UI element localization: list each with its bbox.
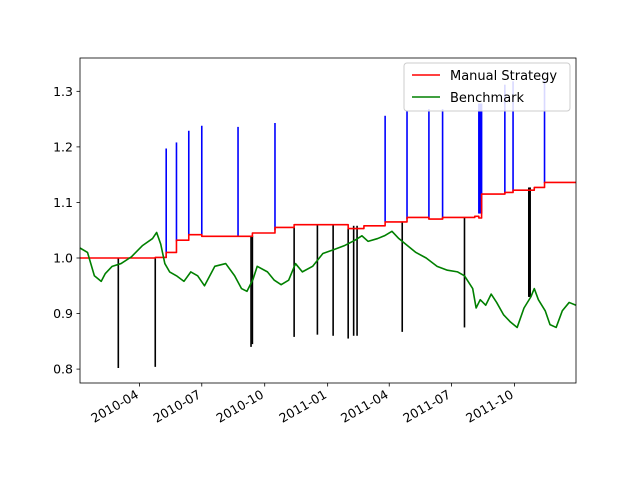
x-tick-label: 2011-01 <box>276 387 329 426</box>
legend-label-benchmark: Benchmark <box>450 91 525 106</box>
x-tick-label: 2011-04 <box>338 387 391 426</box>
y-tick-label: 1.0 <box>53 251 73 266</box>
x-tick-label: 2011-07 <box>400 387 453 426</box>
y-tick-label: 0.8 <box>53 362 73 377</box>
series-lines <box>79 181 577 329</box>
x-tick-label: 2011-10 <box>463 387 516 426</box>
x-tick-label: 2010-10 <box>213 387 266 426</box>
series-line-benchmark <box>79 230 577 329</box>
y-tick-label: 1.3 <box>53 84 73 99</box>
y-axis: 0.8 0.9 1.0 1.1 1.2 1.3 <box>53 84 80 377</box>
y-tick-label: 0.9 <box>53 306 73 321</box>
x-axis: 2010-04 2010-07 2010-10 2011-01 2011-04 2011-… <box>88 383 516 426</box>
x-tick-label: 2010-07 <box>151 387 204 426</box>
y-tick-label: 1.2 <box>53 139 73 154</box>
legend-box <box>403 62 571 112</box>
x-tick-label: 2010-04 <box>88 387 141 426</box>
legend-label-manual-strategy: Manual Strategy <box>450 69 557 84</box>
legend: Manual Strategy Benchmark <box>403 62 571 112</box>
signal-lines <box>117 79 546 368</box>
y-tick-label: 1.1 <box>53 195 73 210</box>
series-line-manual-strategy <box>80 181 576 259</box>
